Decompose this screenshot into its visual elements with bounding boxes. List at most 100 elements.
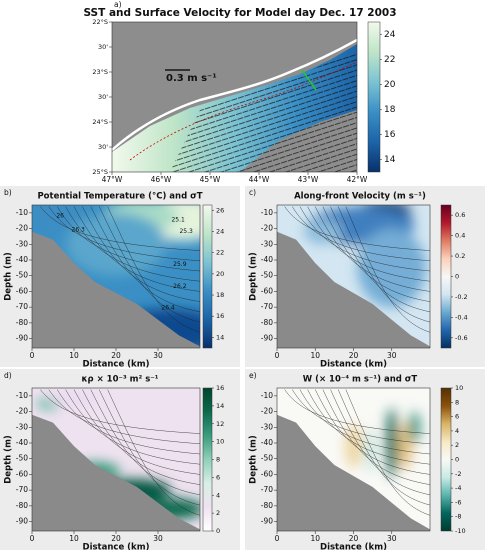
contour-line [315,389,430,475]
y-tick-label: -50 [261,454,273,463]
contour-label: 26 [56,213,64,220]
x-tick-label: 20 [349,351,359,360]
contour-line [40,389,200,434]
panel-title: κρ × 10⁻³ m² s⁻¹ [82,375,159,385]
panel-title: SST and Surface Velocity for Model day D… [83,7,396,19]
x-tick-label: 0 [30,534,35,543]
contour-line [284,206,430,251]
y-tick-label: 24°S [92,118,108,126]
contour-label: 25.3 [179,228,193,235]
bathymetry [277,414,430,531]
x-tick-label: 44°W [249,175,270,184]
colorbar-tick-label: 0 [216,527,220,535]
colorbar [440,204,452,349]
colorbar-tick-label: 4 [455,427,459,435]
colorbar-tick-label: 24 [384,30,396,40]
x-tick-label: 10 [69,534,79,543]
x-axis-label: Distance (km) [83,543,150,550]
colorbar-tick-label: 22 [216,249,224,257]
panel-label: e) [249,371,257,380]
y-tick-label: -10 [16,391,28,400]
y-tick-label: -20 [16,407,28,416]
contour-label: 25.1 [171,216,185,223]
bathymetry [32,414,200,531]
contour-line [48,389,200,445]
panel-label: a) [114,0,122,9]
contour-line [65,206,200,282]
y-tick-label: -50 [16,271,28,280]
y-axis-label: Depth (m) [249,252,259,301]
colorbar-tick-label: 16 [384,130,396,140]
contour-label: 25.9 [173,261,187,268]
y-tick-label: -40 [16,438,28,447]
contour-line [73,389,200,475]
colorbar [440,387,452,532]
isobath [129,61,357,161]
panel-title: Along-front Velocity (m s⁻¹) [294,192,426,202]
panel-label: c) [249,188,256,197]
panel-label: b) [4,188,12,197]
x-axis-label: Distance (km) [320,360,387,370]
colorbar-tick-label: 0.4 [455,232,465,240]
x-tick-label: 47°W [102,175,123,184]
field-blobs [345,408,421,478]
reference-label: 0.3 m s⁻¹ [166,73,217,84]
panel-label: d) [4,371,12,380]
colorbar-tick-label: 24 [216,227,224,235]
y-tick-label: -40 [16,255,28,264]
x-tick-label: 0 [30,351,35,360]
colorbar-tick-label: 0.6 [455,211,465,219]
contour-line [322,389,430,485]
colorbar-tick-label: 18 [384,105,396,115]
y-tick-label: -10 [261,208,273,217]
colorbar-tick-label: -6 [455,498,461,506]
x-tick-label: 43°W [298,175,319,184]
contour-line [82,389,200,485]
y-tick-label: -10 [16,208,28,217]
field-blob [385,408,398,478]
coastline [112,38,357,151]
colorbar-tick-label: 6 [455,413,459,421]
colorbar-tick-label: 16 [216,384,224,392]
x-tick-label: 10 [310,534,320,543]
y-tick-label: -70 [261,485,273,494]
colorbar [367,21,381,173]
plot-area [277,205,430,348]
contour-label: 26.3 [72,227,86,234]
colorbar-tick-label: 4 [216,491,220,499]
colorbar-tick-label: 20 [216,270,224,278]
y-axis-label: Depth (m) [249,435,259,484]
colorbar-tick-label: 26 [216,206,224,214]
x-tick-label: 30 [153,351,163,360]
colorbar [202,204,213,349]
contour-label: 26.4 [161,304,175,311]
y-tick-label: -40 [261,438,273,447]
y-tick-label: -30 [16,422,28,431]
colorbar-tick-label: -0.6 [455,334,468,342]
x-tick-label: 0 [275,534,280,543]
y-tick-label: 23°S [92,68,108,76]
contour-line [307,389,430,465]
contour-line [337,389,430,506]
contour-line [307,206,430,282]
contour-line [292,206,430,262]
colorbar-tick-label: 10 [455,384,463,392]
colorbar-tick-label: 14 [384,155,396,165]
contour-line [90,206,200,313]
x-tick-label: 10 [310,351,320,360]
y-tick-label: 30' [98,143,108,151]
y-tick-label: -20 [16,224,28,233]
y-tick-label: -20 [261,407,273,416]
field-blob [345,424,362,469]
x-axis-label: Distance (km) [320,543,387,550]
contour-line [56,389,200,455]
x-tick-label: 20 [111,534,121,543]
bathymetry [277,231,430,348]
colorbar-tick-label: 6 [216,473,220,481]
colorbar-tick-label: -0.2 [455,293,468,301]
contour-line [345,389,430,516]
contour-line [65,389,200,465]
y-tick-label: 22°S [92,18,108,26]
y-tick-label: -80 [261,501,273,510]
colorbar-tick-label: 22 [384,55,395,65]
